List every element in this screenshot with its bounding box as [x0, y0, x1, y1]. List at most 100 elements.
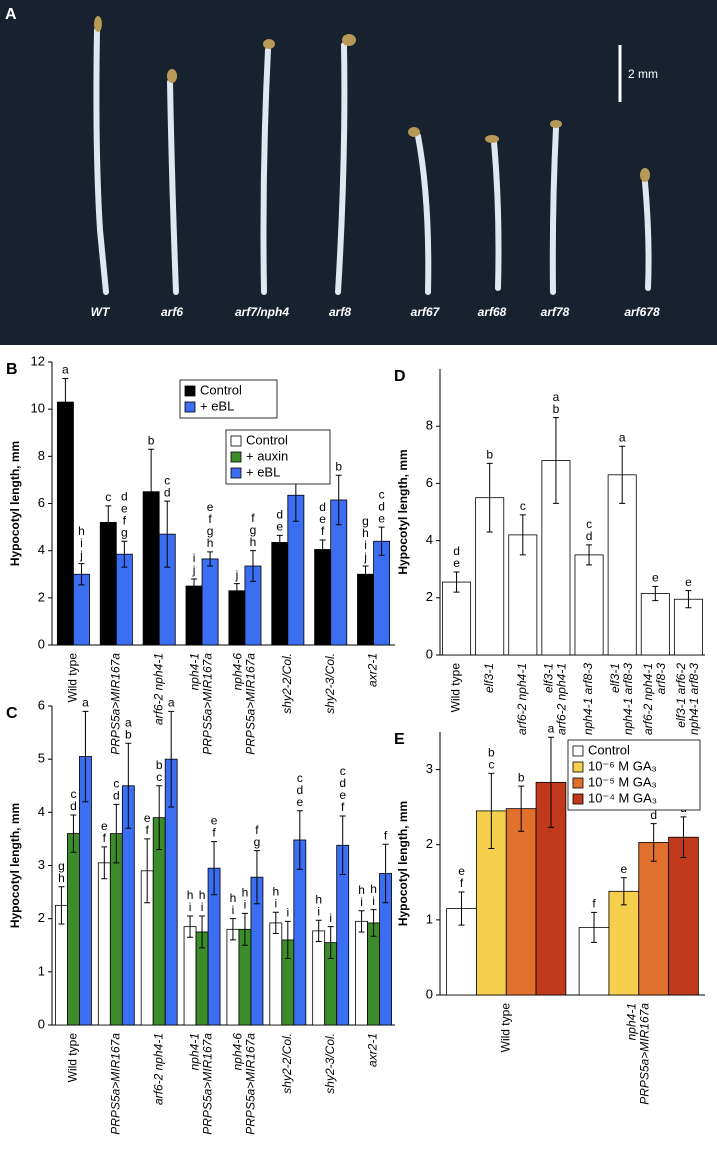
significance-letter: e	[378, 511, 385, 525]
panel-letter: A	[5, 6, 17, 23]
error-bar	[58, 886, 65, 925]
error-bar	[276, 534, 283, 550]
legend-swatch	[230, 467, 242, 479]
significance-letter: g	[362, 514, 369, 528]
significance-letter: d	[70, 799, 77, 813]
legend-box	[179, 379, 278, 419]
significance-letter: d	[339, 776, 346, 790]
seedling-label: arf68	[478, 305, 507, 319]
seedling	[93, 27, 109, 295]
x-tick-label: elf3-1	[542, 663, 556, 693]
significance-letter: i	[360, 895, 363, 909]
legend-swatch	[572, 761, 584, 773]
significance-letter: i	[244, 898, 247, 912]
significance-letter: i	[232, 903, 235, 917]
x-tick-label: elf3-1	[482, 663, 496, 693]
y-tick-label: 10	[31, 401, 45, 416]
significance-letter: g	[254, 835, 261, 849]
x-tick-label: nph4-1	[624, 1003, 638, 1040]
x-tick-label: elf3-1	[608, 663, 622, 693]
significance-letter: a	[548, 721, 555, 735]
x-tick-label: PRPS5a>MIR167a	[108, 1033, 122, 1135]
significance-letter: a	[82, 695, 89, 709]
x-tick-label: nph4-6	[231, 653, 245, 691]
significance-letter: h	[362, 526, 369, 540]
error-bar	[586, 544, 593, 566]
significance-letter: h	[272, 884, 279, 898]
y-tick-label: 3	[38, 857, 45, 872]
panel-letter: D	[394, 368, 406, 385]
error-bar	[156, 785, 163, 851]
error-bar	[552, 417, 559, 504]
x-tick-label: nph4-6	[231, 1033, 245, 1071]
significance-letter: d	[378, 499, 385, 513]
significance-letter: e	[458, 864, 465, 878]
significance-letter: i	[80, 536, 83, 550]
y-tick-label: 2	[426, 836, 433, 851]
significance-letter: c	[70, 787, 76, 801]
panel-letter: E	[394, 731, 405, 748]
x-tick-label: PRPS5a>MIR167a	[201, 1033, 215, 1135]
significance-letter: i	[372, 894, 375, 908]
error-bar	[339, 815, 346, 876]
y-tick-label: 8	[426, 418, 433, 433]
bar	[56, 401, 74, 646]
y-tick-label: 3	[426, 761, 433, 776]
significance-letter: a	[62, 363, 69, 377]
error-bar	[296, 810, 303, 870]
significance-letter: h	[207, 536, 214, 550]
bar	[640, 593, 670, 656]
x-tick-label: arf6-2 nph4-1	[555, 663, 569, 735]
significance-letter: d	[164, 485, 171, 499]
bar	[607, 474, 637, 656]
x-tick-label: arf6-2 nph4-1	[515, 663, 529, 735]
significance-letter: c	[113, 777, 119, 791]
y-tick-label: 12	[31, 353, 45, 368]
bar	[367, 922, 380, 1026]
legend-label: + auxin	[246, 448, 288, 463]
legend-label: 10⁻⁵ M GA₃	[588, 774, 657, 789]
y-axis-label: Hypocotyl length, mm	[8, 441, 22, 566]
error-bar	[591, 911, 598, 943]
x-tick-label: arf6-2 nph4-1	[151, 1033, 165, 1105]
significance-letter: e	[319, 512, 326, 526]
significance-letter: e	[652, 571, 659, 585]
error-bar	[105, 505, 112, 540]
significance-letter: i	[193, 551, 196, 565]
x-tick-label: axr2-1	[366, 653, 380, 687]
seedling	[335, 42, 348, 295]
significance-letter: c	[520, 499, 526, 513]
error-bar	[82, 710, 89, 803]
error-bar	[680, 816, 687, 858]
significance-letter: j	[192, 563, 196, 577]
error-bar	[249, 550, 256, 582]
significance-letter: e	[101, 819, 108, 833]
error-bar	[547, 736, 554, 828]
significance-letter: b	[156, 758, 163, 772]
x-tick-label: nph4-1	[188, 653, 202, 690]
bar	[269, 922, 283, 1026]
significance-letter: f	[460, 876, 464, 890]
legend-label: + eBL	[246, 464, 280, 479]
significance-letter: c	[105, 490, 111, 504]
seedling-label: arf678	[624, 305, 660, 319]
y-tick-label: 4	[38, 804, 45, 819]
error-bar	[78, 563, 85, 586]
error-bar	[652, 585, 659, 602]
error-bar	[272, 911, 279, 935]
legend-swatch	[572, 793, 584, 805]
significance-letter: d	[586, 529, 593, 543]
significance-letter: f	[321, 524, 325, 538]
error-bar	[358, 910, 365, 933]
legend-box	[567, 739, 701, 811]
significance-letter: h	[78, 524, 85, 538]
error-bar	[620, 877, 627, 906]
x-tick-label: Wild type	[449, 663, 463, 713]
bar	[115, 553, 133, 646]
x-tick-label: nph4-1 arf8-3	[581, 663, 595, 735]
error-bar	[207, 551, 214, 567]
error-bar	[453, 571, 460, 593]
significance-letter: h	[58, 871, 65, 885]
error-bar	[458, 891, 465, 926]
error-bar	[370, 909, 377, 937]
